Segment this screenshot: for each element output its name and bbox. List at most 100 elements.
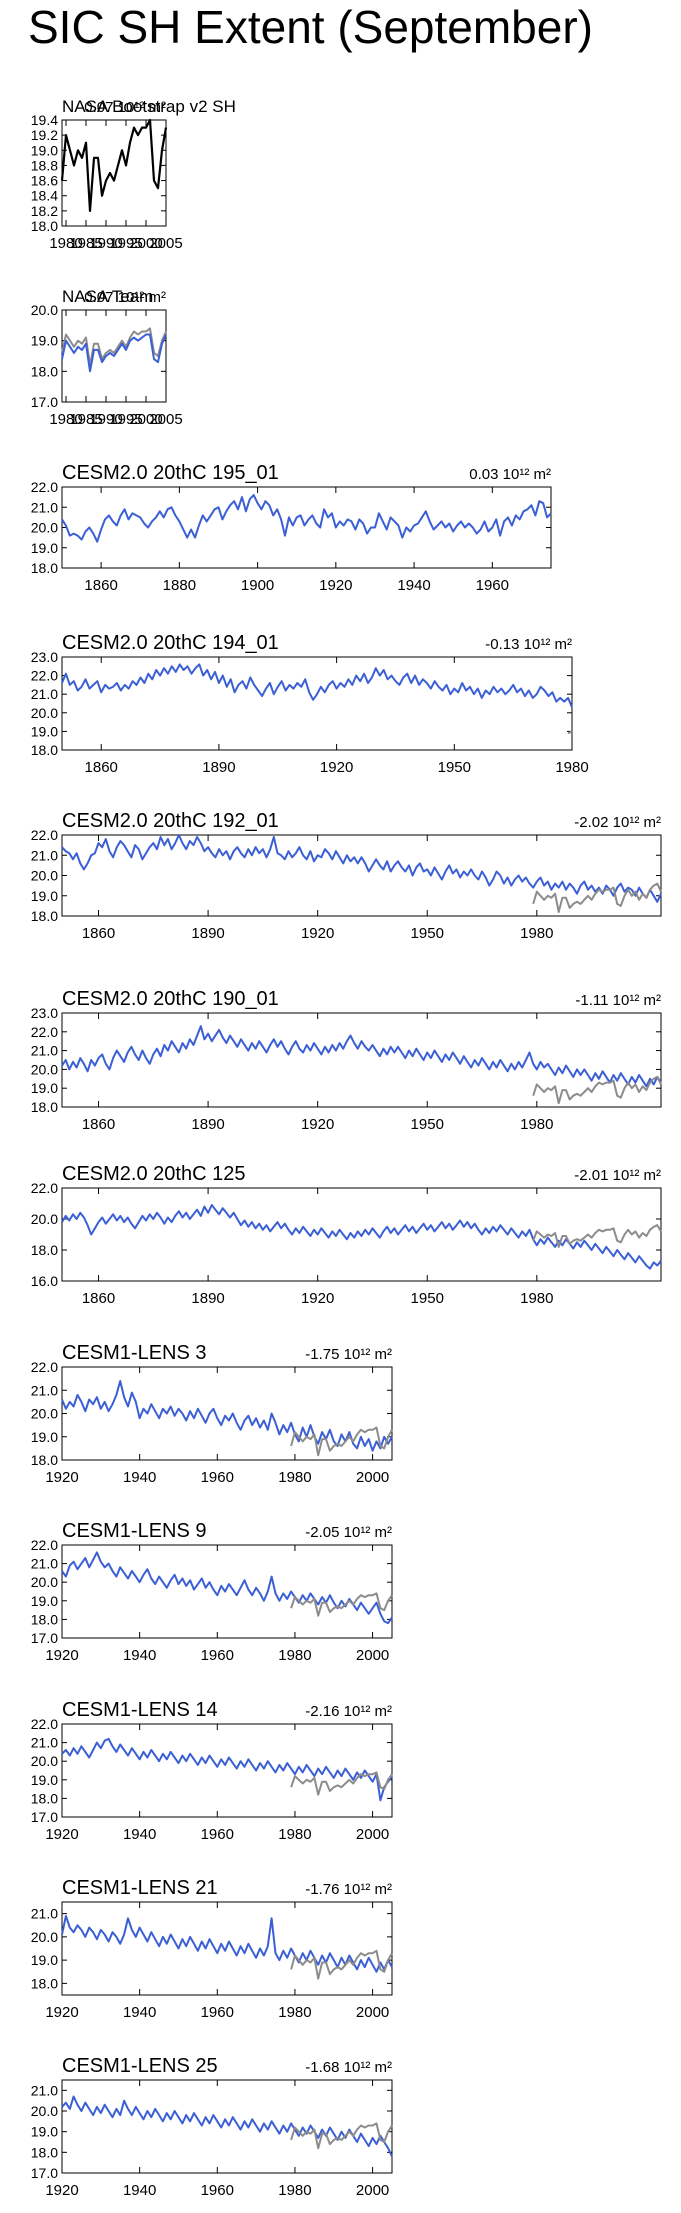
x-tick-label: 1920 bbox=[45, 2182, 78, 2199]
x-tick-label: 1920 bbox=[45, 1826, 78, 1843]
series-line-2 bbox=[567, 730, 573, 735]
panel-title: CESM2.0 20thC 194_01 bbox=[62, 632, 279, 654]
panel-title: CESM1-LENS 14 bbox=[62, 1699, 218, 1721]
y-tick-label: 18.0 bbox=[31, 1452, 58, 1468]
series-line-2 bbox=[290, 1771, 393, 1796]
y-tick-label: 20.0 bbox=[31, 1574, 58, 1590]
chart-panel-6: CESM2.0 20thC 190_01 -1.11 10¹² m² 18.0 19.… bbox=[31, 988, 662, 1133]
x-tick-label: 1985 bbox=[69, 235, 102, 252]
page-title: SIC SH Extent (September) bbox=[28, 1, 593, 53]
y-tick-label: 20.0 bbox=[31, 705, 58, 721]
series-line-1 bbox=[61, 1380, 393, 1452]
x-tick-label: 2000 bbox=[356, 2182, 389, 2199]
series-line-1 bbox=[61, 494, 552, 543]
series-line-1 bbox=[61, 327, 167, 367]
y-tick-label: 23.0 bbox=[31, 649, 58, 665]
x-tick-label: 1990 bbox=[89, 235, 122, 252]
y-tick-label: 17.0 bbox=[31, 2165, 58, 2181]
y-tick-label: 18.0 bbox=[31, 908, 58, 924]
series-line-1 bbox=[61, 1204, 662, 1270]
series-line-1 bbox=[61, 834, 662, 903]
x-tick-label: 1990 bbox=[89, 411, 122, 428]
x-tick-label: 1890 bbox=[191, 1290, 224, 1307]
y-tick-label: 19.0 bbox=[31, 888, 58, 904]
y-tick-label: 22.0 bbox=[31, 1024, 58, 1040]
y-tick-label: 22.0 bbox=[31, 479, 58, 495]
x-tick-label: 1950 bbox=[411, 1290, 444, 1307]
x-tick-label: 1860 bbox=[84, 577, 117, 594]
y-tick-label: 20.0 bbox=[31, 1211, 58, 1227]
x-tick-label: 1980 bbox=[520, 1290, 553, 1307]
x-tick-label: 1980 bbox=[278, 1826, 311, 1843]
y-tick-label: 19.0 bbox=[31, 1429, 58, 1445]
y-tick-label: 21.0 bbox=[31, 499, 58, 515]
y-tick-label: 22.0 bbox=[31, 827, 58, 843]
x-tick-label: 2000 bbox=[356, 1647, 389, 1664]
x-tick-label: 2000 bbox=[356, 2004, 389, 2021]
y-tick-label: 18.2 bbox=[31, 203, 58, 219]
y-tick-label: 19.0 bbox=[31, 142, 58, 158]
x-tick-label: 1980 bbox=[49, 235, 82, 252]
x-tick-label: 1995 bbox=[109, 411, 142, 428]
y-tick-label: 18.0 bbox=[31, 1242, 58, 1258]
x-tick-label: 1960 bbox=[476, 577, 509, 594]
y-tick-label: 21.0 bbox=[31, 2082, 58, 2098]
x-tick-label: 1920 bbox=[45, 1647, 78, 1664]
series-line-2 bbox=[532, 1224, 662, 1248]
y-tick-label: 18.0 bbox=[31, 742, 58, 758]
y-tick-label: 16.0 bbox=[31, 1273, 58, 1289]
trend-label: -2.02 10¹² m² bbox=[574, 814, 661, 831]
series-line-1 bbox=[61, 1737, 393, 1802]
x-tick-label: 1950 bbox=[411, 1116, 444, 1133]
plot-frame bbox=[61, 486, 552, 569]
x-tick-label: 1890 bbox=[202, 759, 235, 776]
series-line-1 bbox=[61, 1551, 393, 1625]
x-tick-label: 1920 bbox=[301, 1116, 334, 1133]
chart-panel-8: CESM1-LENS 3 -1.75 10¹² m² 18.0 19.0 20.0 21.… bbox=[31, 1342, 393, 1486]
y-tick-label: 20.0 bbox=[31, 2103, 58, 2119]
y-tick-label: 21.0 bbox=[31, 847, 58, 863]
y-tick-label: 18.0 bbox=[31, 1790, 58, 1806]
x-tick-label: 1940 bbox=[123, 1647, 156, 1664]
y-tick-label: 20.0 bbox=[31, 302, 58, 318]
y-tick-label: 20.0 bbox=[31, 1753, 58, 1769]
x-tick-label: 1960 bbox=[201, 1647, 234, 1664]
x-tick-label: 2000 bbox=[129, 235, 162, 252]
y-tick-label: 18.0 bbox=[31, 560, 58, 576]
trend-label: 0.07 10¹² m² bbox=[84, 289, 166, 306]
x-tick-label: 1920 bbox=[301, 925, 334, 942]
y-tick-label: 18.6 bbox=[31, 173, 58, 189]
x-tick-label: 1960 bbox=[201, 2004, 234, 2021]
y-tick-label: 19.0 bbox=[31, 1593, 58, 1609]
trend-label: -1.75 10¹² m² bbox=[305, 1346, 392, 1363]
y-tick-label: 21.0 bbox=[31, 1735, 58, 1751]
x-tick-label: 1980 bbox=[278, 1469, 311, 1486]
x-tick-label: 1920 bbox=[319, 577, 352, 594]
panel-title: CESM1-LENS 21 bbox=[62, 1877, 218, 1899]
plot-frame bbox=[61, 656, 573, 751]
plot-frame bbox=[61, 834, 662, 917]
panel-title: CESM2.0 20thC 192_01 bbox=[62, 810, 279, 832]
plot-frame bbox=[61, 1901, 393, 1996]
x-tick-label: 2000 bbox=[129, 411, 162, 428]
series-line-1 bbox=[60, 118, 168, 212]
series-line-1 bbox=[61, 2095, 393, 2157]
panel-title: NASA Team bbox=[62, 287, 153, 306]
y-tick-label: 21.0 bbox=[31, 1906, 58, 1922]
x-tick-label: 1960 bbox=[201, 1469, 234, 1486]
plot-frame bbox=[61, 1544, 393, 1639]
chart-panel-9: CESM1-LENS 9 -2.05 10¹² m² 17.0 18.0 19.0 20.… bbox=[31, 1520, 393, 1664]
series-line-2 bbox=[290, 1592, 393, 1617]
x-tick-label: 1980 bbox=[49, 411, 82, 428]
y-tick-label: 18.0 bbox=[31, 1099, 58, 1115]
y-tick-label: 19.2 bbox=[31, 127, 58, 143]
trend-label: 0.07 10¹² m² bbox=[84, 99, 166, 116]
x-tick-label: 1940 bbox=[123, 2182, 156, 2199]
x-tick-label: 1860 bbox=[85, 759, 118, 776]
y-tick-label: 19.0 bbox=[31, 540, 58, 556]
y-tick-label: 22.0 bbox=[31, 668, 58, 684]
y-tick-label: 18.0 bbox=[31, 218, 58, 234]
chart-panel-4: CESM2.0 20thC 194_01 -0.13 10¹² m² 18.0 19.… bbox=[31, 632, 589, 776]
x-tick-label: 1980 bbox=[278, 2004, 311, 2021]
chart-panel-12: CESM1-LENS 25 -1.68 10¹² m² 17.0 18.0 19.0 20… bbox=[31, 2055, 393, 2199]
